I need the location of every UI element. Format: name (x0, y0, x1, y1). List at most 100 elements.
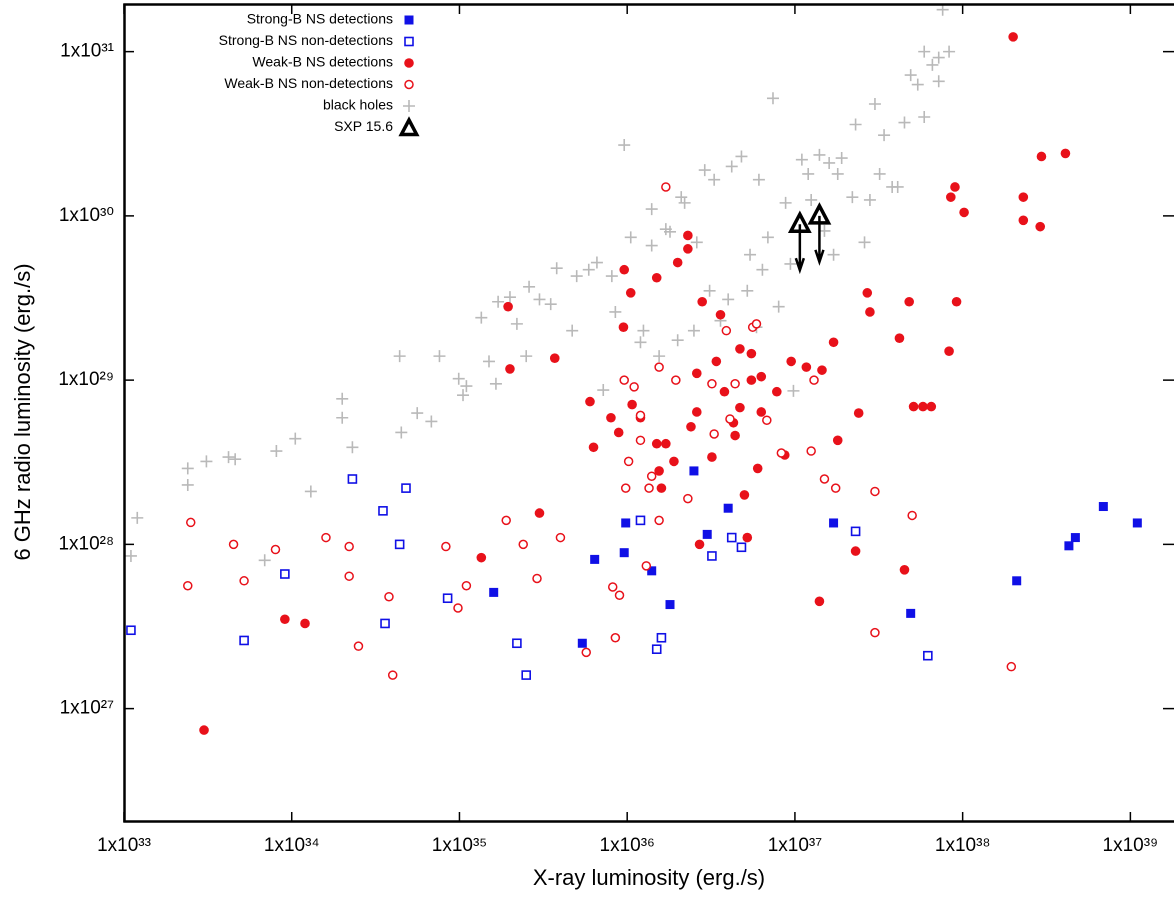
point (653, 645, 661, 653)
point (619, 322, 629, 332)
point (1019, 215, 1029, 225)
point (871, 487, 879, 495)
point (710, 430, 718, 438)
point (187, 518, 195, 526)
x-tick-label: 1x10³⁹ (1103, 835, 1159, 856)
point (652, 439, 662, 449)
point (661, 439, 671, 449)
point (620, 376, 628, 384)
point (627, 400, 637, 410)
point (777, 449, 785, 457)
point (753, 464, 763, 474)
point (385, 593, 393, 601)
legend-marker (404, 58, 414, 68)
y-tick-label: 1x10³⁰ (59, 205, 114, 226)
point (708, 380, 716, 388)
point (662, 183, 670, 191)
point (648, 472, 656, 480)
point (522, 671, 530, 679)
legend-label: black holes (323, 97, 393, 113)
point (726, 415, 734, 423)
point (533, 574, 541, 582)
point (728, 534, 736, 542)
point (697, 297, 707, 307)
point (614, 428, 624, 438)
point (742, 533, 752, 543)
point (519, 540, 527, 548)
point (716, 310, 726, 320)
point (807, 447, 815, 455)
point (281, 570, 289, 578)
point (950, 182, 960, 192)
point (829, 337, 839, 347)
point (669, 457, 679, 467)
point (590, 555, 599, 564)
point (708, 552, 716, 560)
point (127, 626, 135, 634)
point (686, 422, 696, 432)
point (462, 582, 470, 590)
point (692, 369, 702, 379)
point (724, 504, 733, 513)
point (199, 725, 209, 735)
point (230, 540, 238, 548)
point (900, 565, 910, 575)
point (625, 457, 633, 465)
point (1019, 192, 1029, 202)
point (657, 634, 665, 642)
point (684, 495, 692, 503)
x-tick-label: 1x10³⁵ (432, 835, 487, 856)
point (852, 527, 860, 535)
point (396, 540, 404, 548)
x-tick-label: 1x10³⁷ (768, 835, 823, 856)
point (642, 562, 650, 570)
point (747, 349, 757, 359)
y-axis-title: 6 GHz radio luminosity (erg./s) (10, 263, 35, 560)
x-tick-label: 1x10³³ (97, 835, 151, 856)
point (833, 436, 843, 446)
point (731, 380, 739, 388)
point (737, 543, 745, 551)
point (722, 327, 730, 335)
point (354, 642, 362, 650)
point (1133, 518, 1142, 527)
point (786, 357, 796, 367)
point (692, 407, 702, 417)
point (672, 376, 680, 384)
point (730, 431, 740, 441)
point (832, 484, 840, 492)
point (904, 297, 914, 307)
point (240, 577, 248, 585)
point (645, 484, 653, 492)
point (348, 475, 356, 483)
point (585, 397, 595, 407)
point (280, 614, 290, 624)
point (752, 320, 760, 328)
point (379, 507, 387, 515)
y-tick-label: 1x10²⁸ (58, 533, 114, 554)
legend-marker (405, 38, 413, 46)
legend-marker (405, 81, 413, 89)
point (865, 307, 875, 317)
point (740, 490, 750, 500)
point (345, 543, 353, 551)
point (862, 288, 872, 298)
point (1037, 152, 1047, 162)
point (703, 530, 712, 539)
legend-label: Weak-B NS detections (252, 54, 393, 70)
point (609, 583, 617, 591)
point (1064, 541, 1073, 550)
point (695, 540, 705, 550)
point (854, 408, 864, 418)
point (655, 363, 663, 371)
point (747, 375, 757, 385)
point (946, 192, 956, 202)
point (944, 346, 954, 356)
x-axis-title: X-ray luminosity (erg./s) (533, 865, 765, 890)
x-tick-label: 1x10³⁴ (264, 835, 320, 856)
point (918, 402, 928, 412)
point (626, 288, 636, 298)
point (402, 484, 410, 492)
